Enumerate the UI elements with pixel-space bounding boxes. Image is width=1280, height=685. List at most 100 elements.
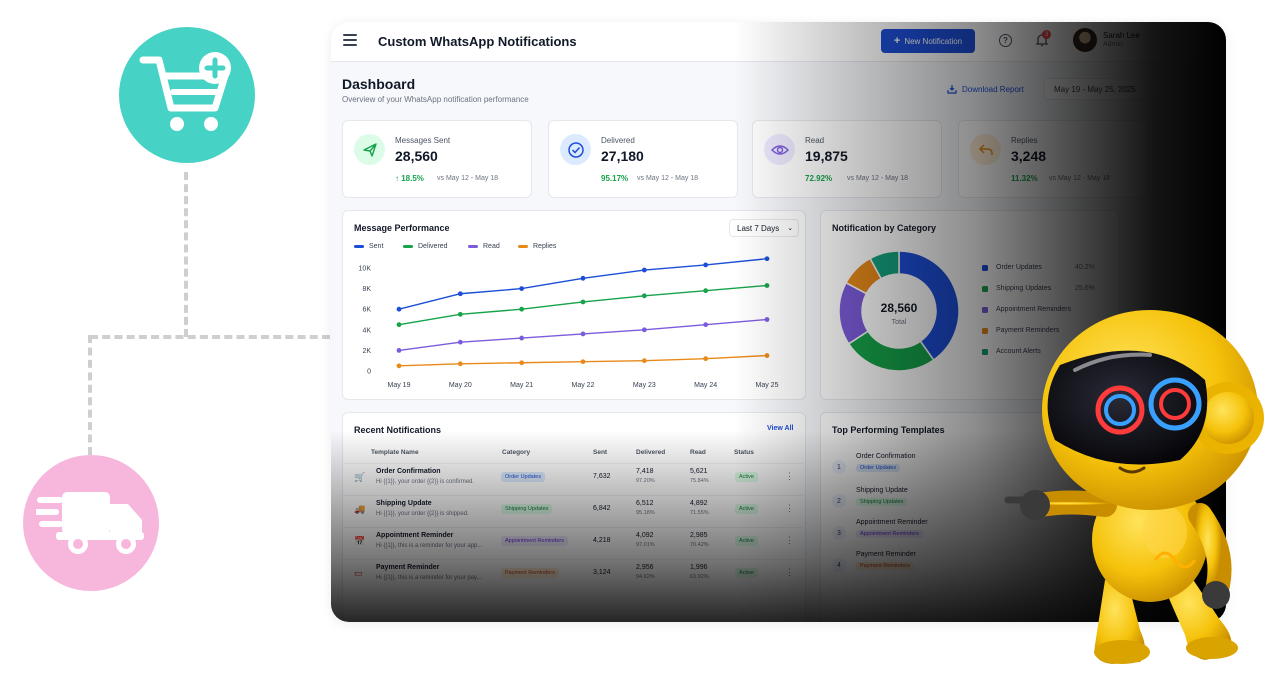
stat-card-read: Read 19,875 72.92% vs May 12 - May 18 [752,120,942,198]
y-tick-label: 8K [362,286,371,293]
panel-title: Top Performing Templates [832,425,945,435]
recent-notifications-panel: Recent Notifications View All Template N… [342,412,806,622]
category-percent: 40.2% [1075,264,1095,271]
y-tick-label: 2K [362,348,371,355]
delivered-count: 4,092 [636,532,654,539]
send-icon [354,134,385,165]
top-bar: Custom WhatsApp Notifications + New Notif… [331,22,1226,62]
template-name: Order Confirmation [376,468,441,475]
sent-count: 3,124 [593,569,611,576]
x-tick-label: May 22 [572,382,595,389]
sent-count: 7,632 [593,473,611,480]
data-point [396,363,402,369]
add-to-cart-icon [119,27,255,163]
stat-compare: vs May 12 - May 18 [637,175,699,182]
category-badge: Order Updates [856,464,901,472]
stat-label: Read [805,136,825,145]
sent-count: 6,842 [593,505,611,512]
column-header: Status [734,449,754,456]
sent-count: 4,218 [593,537,611,544]
y-tick-label: 0 [367,369,371,376]
user-name: Sarah Lee [1103,31,1140,40]
stat-value: 27,180 [601,148,644,164]
new-notification-button[interactable]: + New Notification [881,29,975,53]
read-count: 5,621 [690,468,708,475]
x-tick-label: May 19 [388,382,411,389]
read-percent: 70.42% [690,542,709,548]
data-point [580,275,586,281]
column-header: Sent [593,449,608,456]
category-badge: Payment Reminders [856,562,914,570]
delivered-percent: 97.20% [636,478,655,484]
more-options-icon[interactable]: ⋮ [785,503,794,513]
connector-line [90,335,330,339]
template-name: Shipping Update [856,487,908,494]
menu-icon[interactable] [343,34,357,48]
template-preview: Hi {{1}}, this is a reminder for your pa… [376,575,482,581]
data-point [519,286,525,291]
table-row[interactable]: 📅 Appointment Reminder Hi {{1}}, this is… [343,527,803,559]
stat-change: 11.32% [1011,174,1038,183]
template-name: Appointment Reminder [376,532,454,539]
template-name: Appointment Reminder [856,519,928,526]
donut-total-label: Total [892,319,907,326]
more-options-icon[interactable]: ⋮ [785,567,794,577]
donut-slice [847,330,935,372]
connector-line [184,172,188,337]
rank-number: 2 [832,494,846,508]
data-point [703,262,709,268]
rank-number: 1 [832,460,846,474]
delivered-percent: 94.62% [636,574,655,580]
user-role: Admin [1103,41,1123,48]
x-tick-label: May 24 [694,382,717,389]
more-options-icon[interactable]: ⋮ [785,471,794,481]
stat-change: 95.17% [601,174,629,183]
read-count: 1,996 [690,564,708,571]
template-name: Order Confirmation [856,453,916,460]
notification-badge: 3 [1042,30,1051,39]
check-circle-icon [560,134,591,165]
truck-icon: 🚚 [354,504,366,514]
download-report-button[interactable]: Download Report [947,84,1024,94]
more-options-icon[interactable]: ⋮ [785,535,794,545]
data-point [641,358,647,364]
data-point [641,267,647,273]
category-badge: Order Updates [501,472,546,482]
data-point [764,256,770,262]
table-row[interactable]: ▭ Payment Reminder Hi {{1}}, this is a r… [343,559,803,591]
column-header: Category [502,449,531,456]
rank-number: 3 [832,526,846,540]
table-row[interactable]: 🛒 Order Confirmation Hi {{1}}, your orde… [343,463,803,495]
stat-label: Messages Sent [395,136,451,145]
data-point [519,360,525,366]
status-badge: Active [735,504,758,514]
x-tick-label: May 23 [633,382,656,389]
download-report-label: Download Report [962,84,1024,94]
category-badge: Appointment Reminders [501,536,569,546]
stat-card-sent: Messages Sent 28,560 ↑ 18.5% vs May 12 -… [342,120,532,198]
category-badge: Shipping Updates [501,504,553,514]
template-preview: Hi {{1}}, this is a reminder for your ap… [376,543,483,549]
stat-label: Delivered [601,136,635,145]
delivered-count: 6,512 [636,500,654,507]
view-all-link[interactable]: View All [767,425,794,432]
data-point [703,322,709,328]
data-point [519,306,525,312]
data-point [703,288,709,294]
template-preview: Hi {{1}}, your order {{2}} is confirmed. [376,479,475,485]
data-point [641,327,647,333]
category-badge: Payment Reminders [501,568,559,578]
read-percent: 75.84% [690,478,709,484]
stat-value: 19,875 [805,148,848,164]
help-icon[interactable]: ? [999,34,1012,47]
rank-number: 4 [832,558,846,572]
template-preview: Hi {{1}}, your order {{2}} is shipped. [376,511,469,517]
delivered-percent: 95.18% [636,510,655,516]
category-percent: 25.6% [1075,285,1095,292]
series-line [398,284,768,326]
date-range-picker[interactable]: May 19 - May 25, 2025 [1044,78,1170,100]
avatar[interactable] [1073,28,1097,52]
table-row[interactable]: 🚚 Shipping Update Hi {{1}}, your order {… [343,495,803,527]
page-title: Dashboard [342,76,416,92]
y-tick-label: 4K [362,327,371,334]
